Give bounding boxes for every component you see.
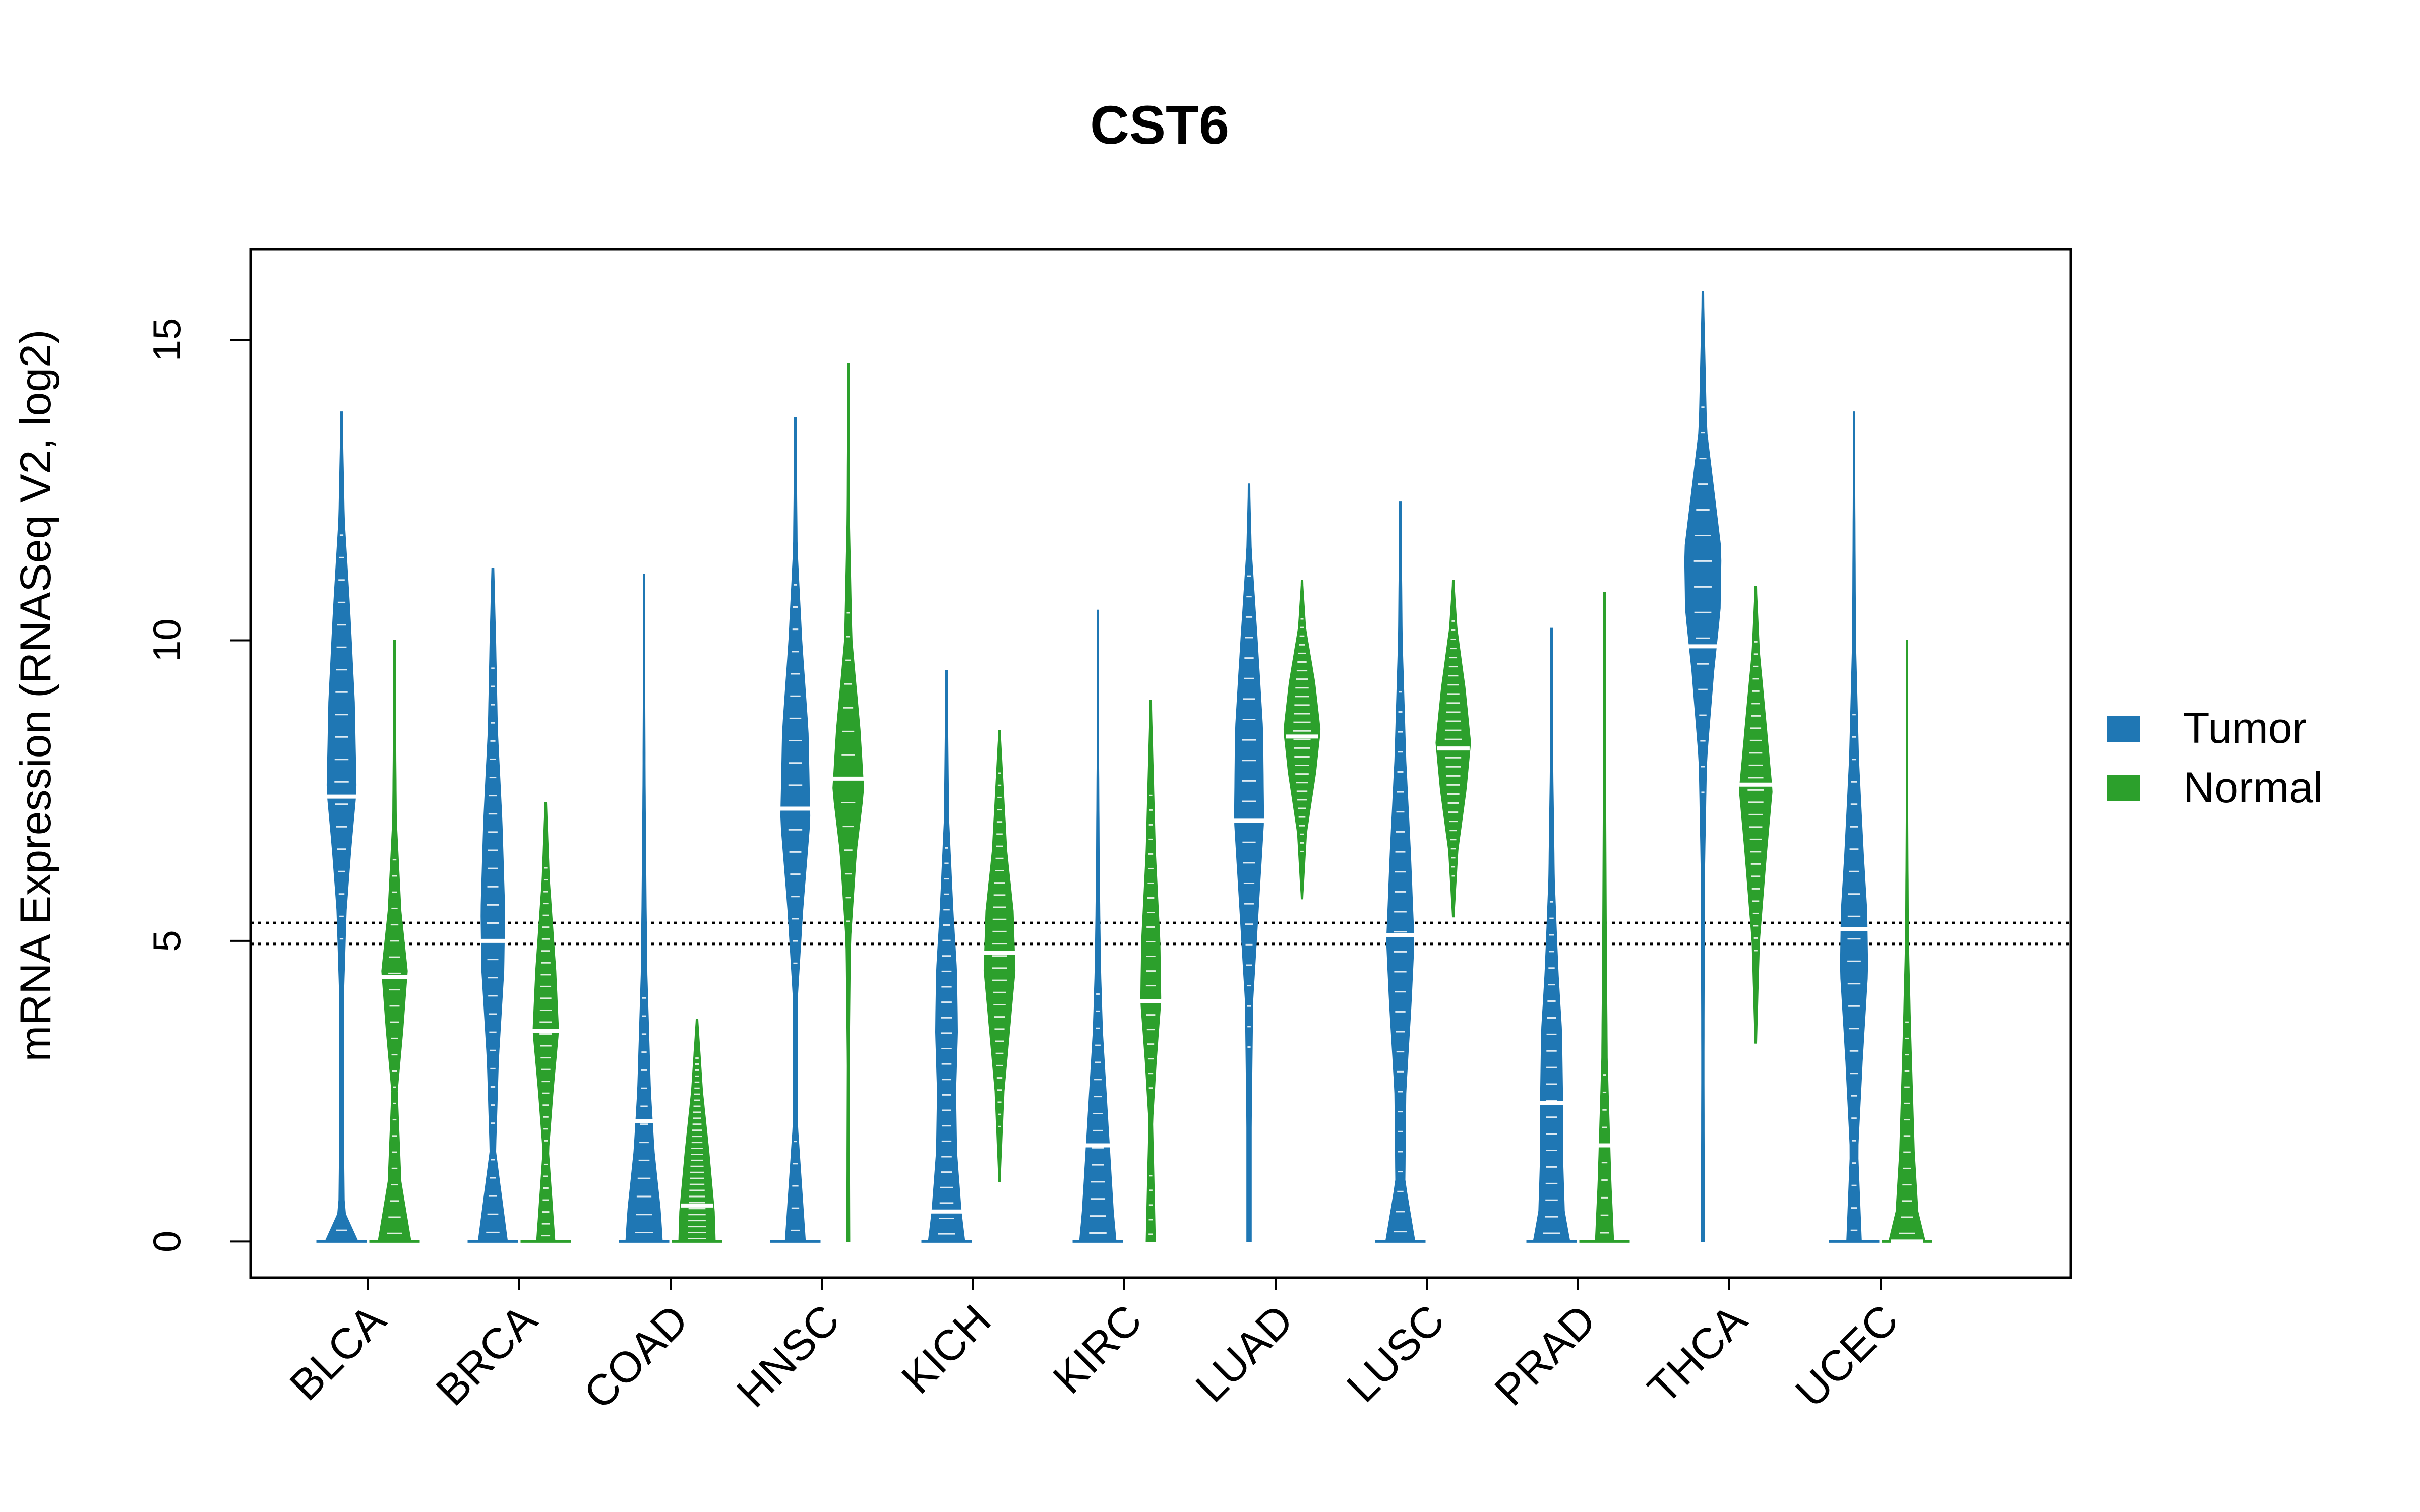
points-normal-lusc xyxy=(1444,620,1462,877)
x-tick-label-blca: BLCA xyxy=(281,1295,395,1410)
legend: Tumor Normal xyxy=(2107,704,2323,812)
x-tick-label-ucec: UCEC xyxy=(1786,1296,1907,1417)
points-tumor-lusc xyxy=(1394,691,1407,1233)
points-normal-ucec xyxy=(1899,1021,1915,1234)
points-normal-brca xyxy=(539,867,552,1237)
legend-swatch-normal xyxy=(2107,775,2140,801)
points-normal-thca xyxy=(1747,641,1764,952)
points-tumor-kich xyxy=(938,847,955,1235)
points-tumor-blca xyxy=(334,534,349,1231)
plot-frame xyxy=(249,248,2072,1279)
legend-label-normal: Normal xyxy=(2183,764,2323,812)
points-tumor-coad xyxy=(635,997,653,1234)
points-normal-kich xyxy=(992,772,1007,1127)
x-tick-label-kich: KICH xyxy=(892,1296,1000,1403)
y-tick-label: 0 xyxy=(145,1231,189,1252)
y-tick-label: 15 xyxy=(145,318,189,362)
points-tumor-kirc xyxy=(1089,993,1107,1234)
legend-swatch-tumor xyxy=(2107,716,2140,742)
points-tumor-luad xyxy=(1242,575,1256,1048)
y-axis-label: mRNA Expression (RNASeq V2, log2) xyxy=(12,329,60,1061)
y-tick-label: 10 xyxy=(145,618,189,662)
points-normal-luad xyxy=(1293,618,1311,852)
axes: BLCA BRCA COAD HNSC KICH KIRC LUAD LUSC PRAD THCA… xyxy=(145,318,1907,1419)
points-tumor-ucec xyxy=(1847,714,1861,1231)
x-tick-label-thca: THCA xyxy=(1639,1295,1757,1413)
x-tick-label-prad: PRAD xyxy=(1486,1296,1605,1415)
x-tick-label-kirc: KIRC xyxy=(1044,1296,1151,1403)
x-tick-label-coad: COAD xyxy=(575,1296,698,1419)
x-tick-label-lusc: LUSC xyxy=(1338,1296,1454,1412)
points-tumor-prad xyxy=(1543,901,1560,1234)
x-tick-label-hnsc: HNSC xyxy=(728,1296,849,1417)
points-normal-blca xyxy=(387,859,402,1234)
plot-area xyxy=(251,291,2071,1244)
points-tumor-hnsc xyxy=(788,584,803,1231)
chart-title: CST6 xyxy=(1090,94,1229,155)
x-tick-label-luad: LUAD xyxy=(1186,1296,1302,1412)
points-tumor-thca xyxy=(1693,406,1712,793)
y-tick-label: 5 xyxy=(145,930,189,952)
x-tick-label-brca: BRCA xyxy=(427,1295,547,1415)
points-normal-coad xyxy=(688,1057,706,1239)
legend-label-tumor: Tumor xyxy=(2183,704,2307,752)
